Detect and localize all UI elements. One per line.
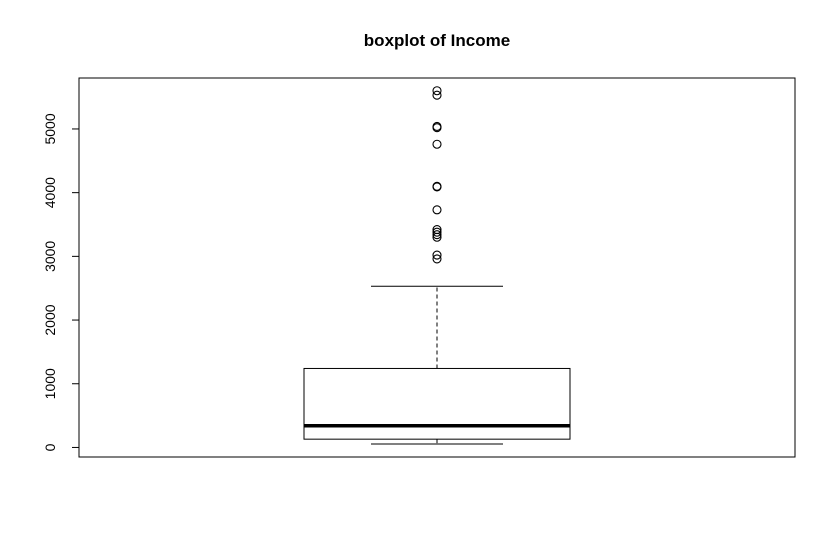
outlier-point — [432, 230, 442, 240]
plot-frame — [78, 77, 796, 458]
outlier-point — [432, 139, 442, 149]
outlier-point — [432, 121, 442, 131]
y-tick-label: 1000 — [42, 368, 58, 399]
outlier-points — [432, 86, 442, 264]
y-axis: 0 1000 2000 3000 4000 5000 — [42, 113, 80, 451]
outlier-point — [432, 86, 442, 96]
y-tick-label: 5000 — [42, 113, 58, 144]
y-tick-label: 2000 — [42, 304, 58, 335]
y-tick-label: 4000 — [42, 177, 58, 208]
outlier-point — [432, 225, 442, 235]
outlier-point — [432, 250, 442, 260]
y-tick-label: 3000 — [42, 241, 58, 272]
boxplot — [303, 285, 571, 445]
outlier-point — [432, 181, 442, 191]
outlier-point — [432, 227, 442, 237]
outlier-point — [432, 205, 442, 215]
interquartile-box — [303, 367, 571, 440]
outlier-point — [432, 254, 442, 264]
chart-title: boxplot of Income — [364, 31, 510, 50]
outlier-point — [432, 90, 442, 100]
y-tick-label: 0 — [42, 443, 58, 451]
